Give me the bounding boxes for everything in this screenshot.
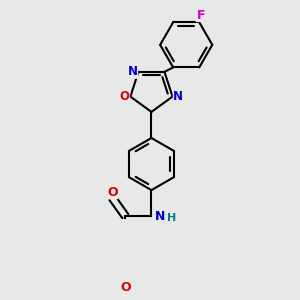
Text: O: O bbox=[120, 90, 130, 103]
Text: N: N bbox=[128, 65, 138, 78]
Text: N: N bbox=[173, 90, 183, 103]
Text: O: O bbox=[120, 281, 131, 294]
Text: O: O bbox=[107, 186, 118, 199]
Text: F: F bbox=[196, 8, 205, 22]
Text: N: N bbox=[155, 210, 165, 223]
Text: H: H bbox=[167, 213, 177, 223]
